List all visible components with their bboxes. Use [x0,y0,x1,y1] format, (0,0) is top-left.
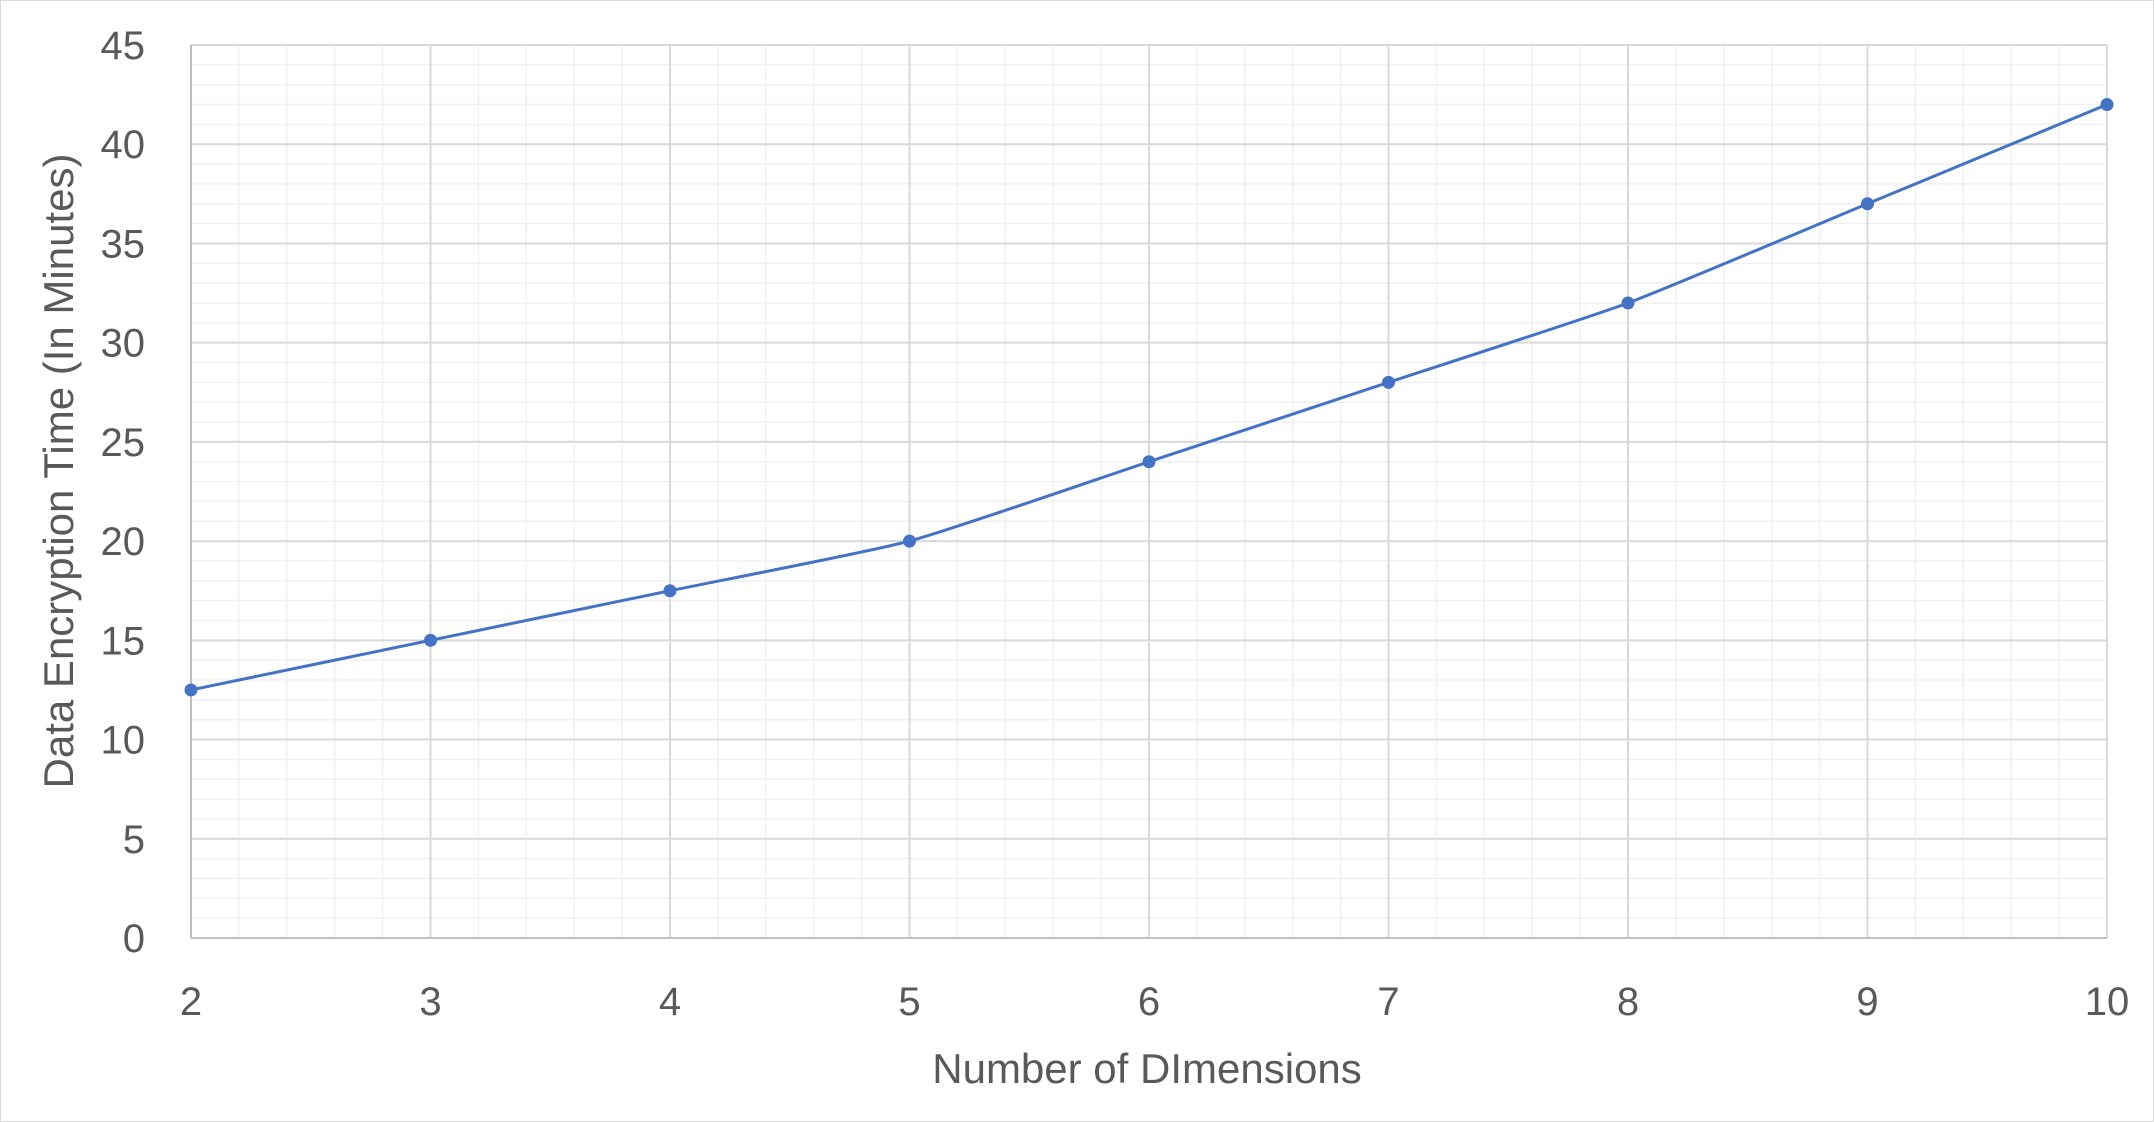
x-tick-label: 7 [1377,980,1399,1024]
data-point [1382,375,1395,389]
y-axis-title: Data Encryption Time (In Minutes) [35,154,82,789]
data-point [1621,296,1635,310]
y-tick-label: 35 [101,222,146,266]
data-point [663,584,677,598]
data-point [184,683,198,697]
axes [190,45,2107,939]
major-grid [191,44,2108,938]
y-tick-label: 30 [101,322,146,366]
series-layer [184,98,2114,697]
y-tick-label: 15 [101,619,146,663]
data-point [1861,197,1874,211]
y-tick-label: 40 [101,123,146,167]
y-tick-label: 5 [123,818,145,862]
y-tick-label: 0 [123,917,145,961]
x-tick-label: 9 [1856,980,1878,1024]
x-tick-label: 3 [419,980,441,1024]
data-point [903,534,916,548]
y-tick-label: 20 [101,520,146,564]
x-tick-label: 6 [1138,980,1160,1024]
y-tick-label: 10 [101,719,146,763]
y-tick-label: 45 [101,24,146,68]
x-tick-label: 5 [898,980,920,1024]
x-tick-label: 8 [1617,980,1639,1024]
x-axis-title: Number of DImensions [932,1045,1362,1092]
data-point [424,633,437,647]
y-tick-label: 25 [101,421,146,465]
x-tick-label: 4 [659,980,681,1024]
x-tick-label: 2 [180,980,202,1024]
data-point [1142,455,1156,469]
x-tick-label: 10 [2085,980,2130,1024]
data-point [2100,98,2114,112]
